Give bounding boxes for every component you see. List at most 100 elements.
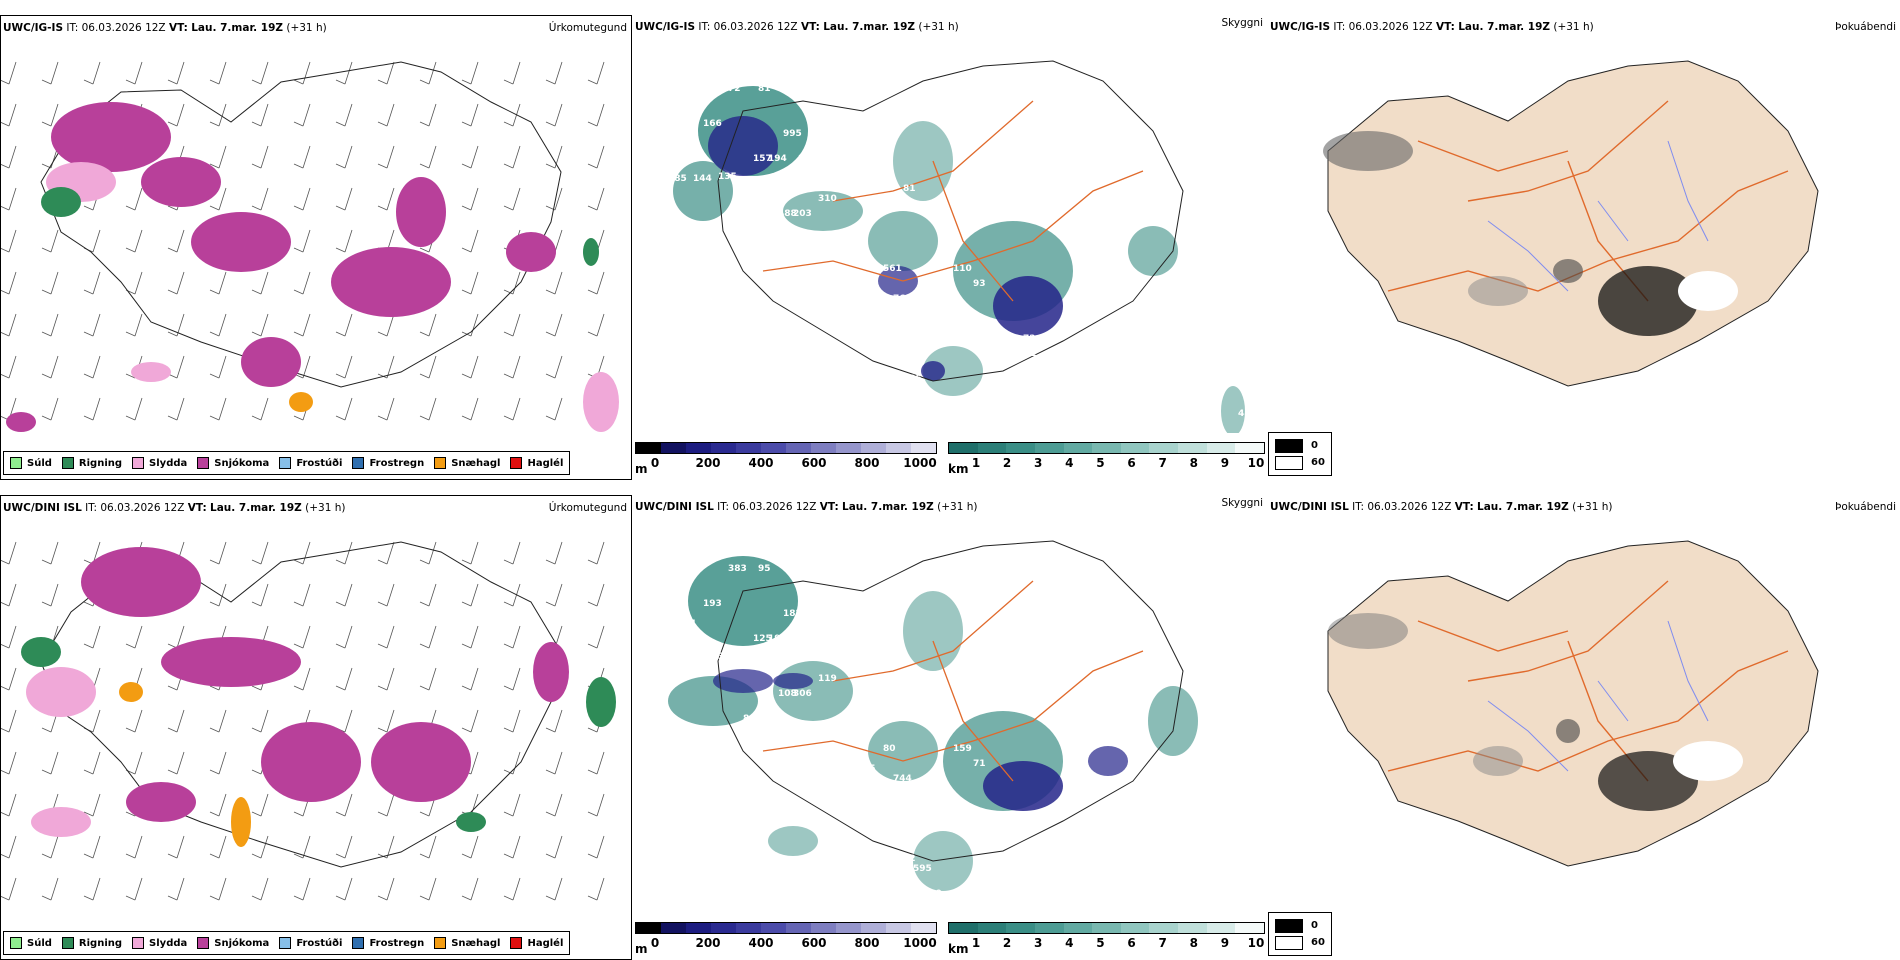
visibility-unit: km: [948, 462, 969, 476]
wind-barb: [587, 103, 605, 127]
cloudbase-value-label: 428: [873, 324, 892, 334]
colorbar-tick-label: 6: [1127, 456, 1136, 470]
fog-legend-row: 60: [1275, 454, 1325, 471]
fog-map: [1323, 60, 1819, 387]
cloudbase-value-label: 995: [783, 129, 802, 139]
wind-barb: [167, 103, 185, 127]
colorbar-segment: [786, 923, 811, 933]
wind-barb: [461, 187, 479, 211]
legend-item: Súld: [10, 457, 52, 469]
cloudbase-value-label: 135: [718, 172, 737, 182]
legend-swatch: [197, 937, 210, 949]
wind-barb: [293, 187, 311, 211]
colorbar-segment: [661, 443, 686, 453]
lead-time: (+31 h): [1572, 501, 1613, 513]
wind-barb: [1, 583, 17, 607]
fog-legend-label: 60: [1311, 457, 1325, 468]
colorbar-segment: [811, 923, 836, 933]
wind-barb: [167, 229, 185, 253]
colorbar-tick-label: 9: [1220, 936, 1230, 950]
legend-label: Rigning: [78, 937, 123, 949]
cloudbase-value-label: 62: [923, 409, 936, 419]
colorbar-segment: [886, 923, 911, 933]
wind-barb: [377, 877, 395, 901]
legend-item: Snjókoma: [197, 937, 269, 949]
legend-item: Frostregn: [352, 937, 424, 949]
cloudbase-value-label: 78: [833, 304, 846, 314]
valid-label: VT:: [1454, 501, 1474, 513]
cloudbase-value-label: 75: [693, 654, 706, 664]
legend-label: Frostúði: [296, 937, 343, 949]
precip-legend: Súld Rigning Slydda Snjókoma Frostúði Frostre…: [3, 931, 571, 955]
colorbar-segment: [1063, 443, 1093, 453]
colorbar-segment: [636, 443, 661, 453]
colorbar-segment: [1178, 443, 1207, 453]
wind-barb: [251, 61, 269, 85]
legend-swatch: [10, 937, 22, 949]
wind-barb: [335, 355, 353, 379]
wind-barb: [587, 625, 605, 649]
legend-label: Slydda: [149, 937, 188, 949]
wind-barb: [83, 355, 101, 379]
wind-barb: [461, 835, 479, 859]
wind-barb: [41, 583, 59, 607]
wind-barb: [125, 229, 143, 253]
wind-barb: [1, 793, 17, 817]
colorbar-tick-label: 200: [695, 456, 721, 470]
wind-barb: [167, 835, 185, 859]
wind-barb: [335, 667, 353, 691]
run-label: IT:: [1352, 501, 1365, 513]
legend-swatch: [434, 937, 447, 949]
wind-barb: [125, 61, 143, 85]
cloudbase-value-label: 395: [718, 652, 737, 662]
lead-time: (+31 h): [1553, 21, 1594, 33]
cloudbase-value-label: 71: [973, 759, 986, 769]
wind-barb: [209, 145, 227, 169]
wind-barb: [503, 145, 521, 169]
wind-barb: [293, 61, 311, 85]
colorbar-tick-label: 200: [695, 936, 721, 950]
fog-legend-swatch: [1275, 438, 1303, 453]
wind-barb: [293, 145, 311, 169]
colorbar-segment: [1120, 443, 1150, 453]
wind-barb: [377, 313, 395, 337]
wind-barb: [41, 397, 59, 421]
colorbar-segment: [949, 443, 978, 453]
wind-barb: [335, 793, 353, 817]
cloudbase-value-label: 182: [783, 609, 802, 619]
wind-barb: [503, 667, 521, 691]
wind-barbs: [1, 61, 605, 421]
cloudbase-value-label: 401: [678, 619, 697, 629]
colorbar-tick-label: 10: [1247, 936, 1265, 950]
valid-label: VT:: [187, 502, 207, 514]
legend-item: Snæhagl: [434, 457, 500, 469]
cloudbase-value-label: 81: [903, 184, 916, 194]
wind-barb: [83, 877, 101, 901]
wind-barb: [545, 397, 563, 421]
wind-barb: [209, 187, 227, 211]
wind-barb: [545, 709, 563, 733]
fog-legend-row: 60: [1275, 934, 1325, 951]
wind-barb: [209, 709, 227, 733]
wind-barb: [461, 541, 479, 565]
lead-time: (+31 h): [937, 501, 978, 513]
wind-barb: [461, 271, 479, 295]
wind-barb: [335, 187, 353, 211]
precip-type-panel-row2: UWC/DINI ISL IT: 06.03.2026 12Z VT: Lau.…: [0, 495, 632, 960]
wind-barb: [1, 625, 17, 649]
wind-barb: [251, 583, 269, 607]
colorbar-tick-label: 400: [748, 936, 774, 950]
wind-barb: [461, 61, 479, 85]
colorbar-tick-label: 800: [854, 936, 880, 950]
colorbar-segment: [811, 443, 836, 453]
wind-barbs: [1, 541, 605, 901]
cloudbase-value-label: 110: [953, 264, 972, 274]
colorbar-segment: [1149, 923, 1179, 933]
colorbar-segment: [686, 443, 711, 453]
wind-barb: [545, 583, 563, 607]
wind-barb: [377, 667, 395, 691]
wind-barb: [377, 835, 395, 859]
cloudbase-value-label: 990: [1083, 299, 1102, 309]
legend-label: Rigning: [78, 457, 123, 469]
wind-barb: [125, 313, 143, 337]
